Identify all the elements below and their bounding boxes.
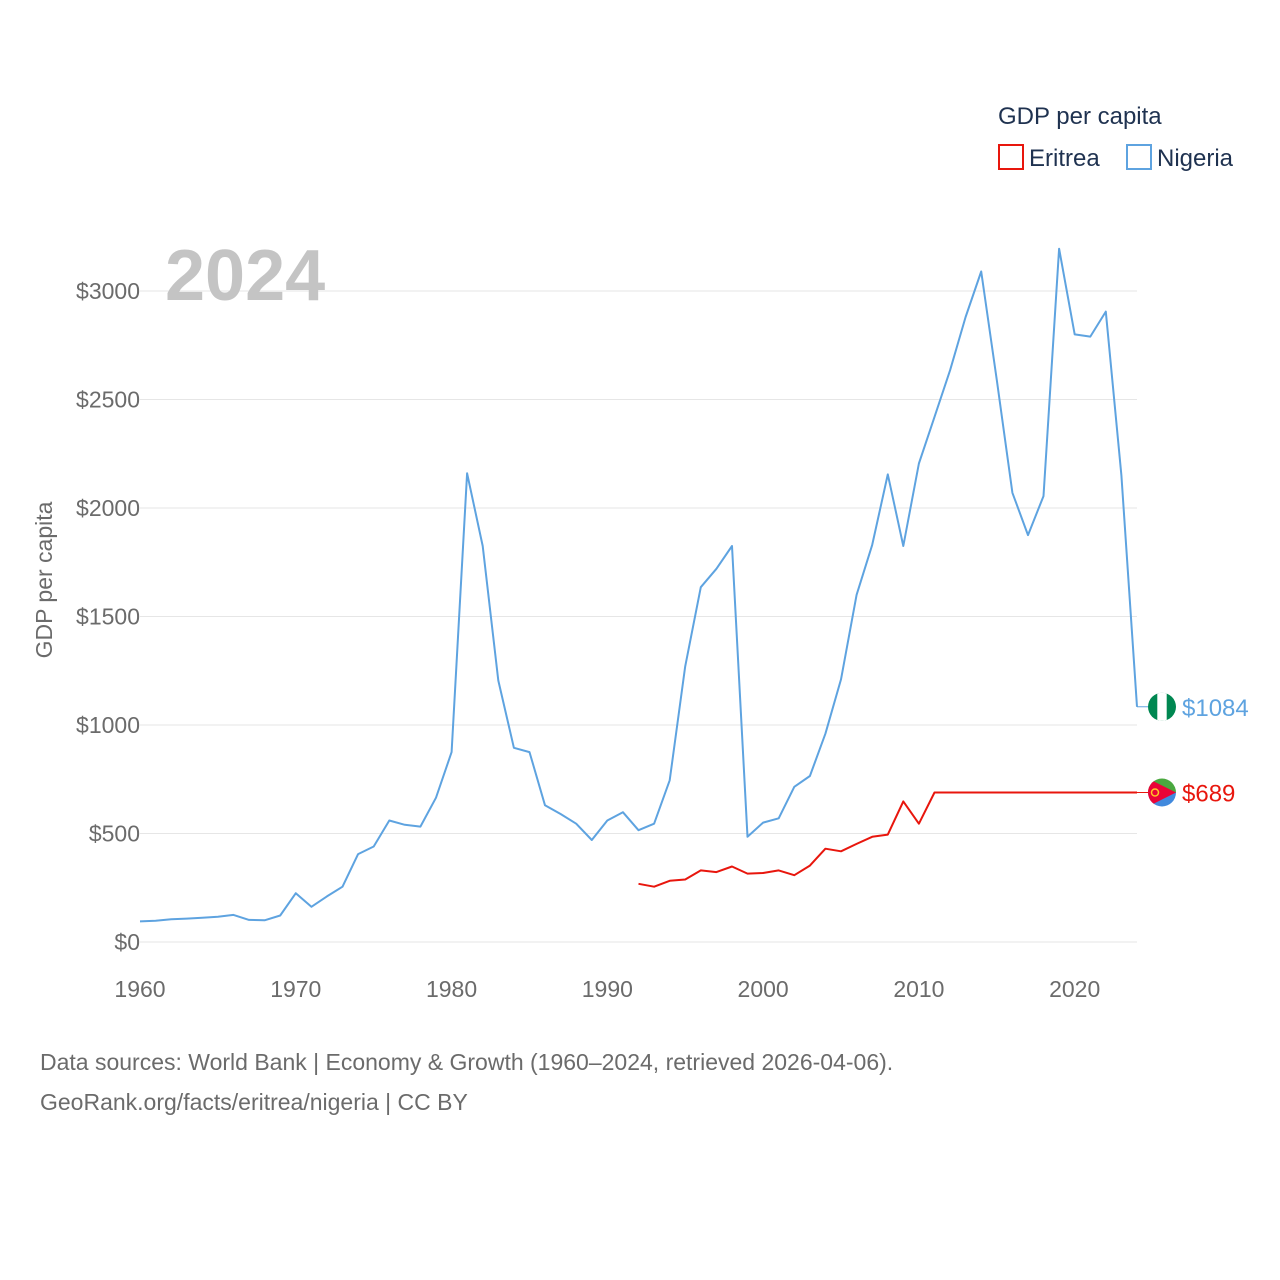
y-tick-label: $500: [89, 821, 140, 847]
legend-swatch-nigeria[interactable]: [1126, 144, 1152, 170]
legend-label-nigeria[interactable]: Nigeria: [1157, 145, 1234, 172]
legend: GDP per capita Eritrea Nigeria: [998, 103, 1234, 172]
y-tick-label: $2000: [76, 495, 140, 521]
gdp-line-chart: $0 $500 $1000 $1500 $2000 $2500 $3000 1960 1970…: [31, 103, 1249, 1002]
x-tick-label: 1970: [270, 976, 321, 1002]
x-tick-label: 1960: [114, 976, 165, 1002]
x-axis-ticks: 1960 1970 1980 1990 2000 2010 2020: [114, 976, 1100, 1002]
x-tick-label: 1980: [426, 976, 477, 1002]
year-label: 2024: [165, 236, 325, 316]
x-tick-label: 2000: [738, 976, 789, 1002]
y-tick-label: $1500: [76, 604, 140, 630]
series-line-nigeria[interactable]: [139, 247, 1138, 923]
eritrea-flag-icon: [1148, 778, 1176, 807]
x-tick-label: 1990: [582, 976, 633, 1002]
nigeria-end-value-label: $1084: [1182, 695, 1249, 722]
y-axis-label: GDP per capita: [31, 501, 57, 658]
y-axis-ticks: $0 $500 $1000 $1500 $2000 $2500 $3000: [76, 278, 140, 955]
legend-swatch-eritrea[interactable]: [998, 144, 1024, 170]
y-tick-label: $0: [114, 929, 140, 955]
series-lines: [139, 247, 1148, 923]
x-tick-label: 2010: [893, 976, 944, 1002]
grid-lines: [140, 290, 1137, 943]
source-line: Data sources: World Bank | Economy & Gro…: [40, 1049, 894, 1075]
data-source-note: Data sources: World Bank | Economy & Gro…: [40, 1042, 893, 1122]
x-tick-label: 2020: [1049, 976, 1100, 1002]
attribution-line: GeoRank.org/facts/eritrea/nigeria | CC B…: [40, 1089, 468, 1115]
y-tick-label: $2500: [76, 387, 140, 413]
nigeria-flag-icon: [1148, 692, 1176, 721]
series-line-eritrea[interactable]: [638, 791, 1138, 888]
eritrea-end-value-label: $689: [1182, 781, 1235, 808]
y-tick-label: $3000: [76, 278, 140, 304]
y-tick-label: $1000: [76, 712, 140, 738]
legend-title: GDP per capita: [998, 103, 1162, 130]
legend-label-eritrea[interactable]: Eritrea: [1029, 145, 1100, 172]
